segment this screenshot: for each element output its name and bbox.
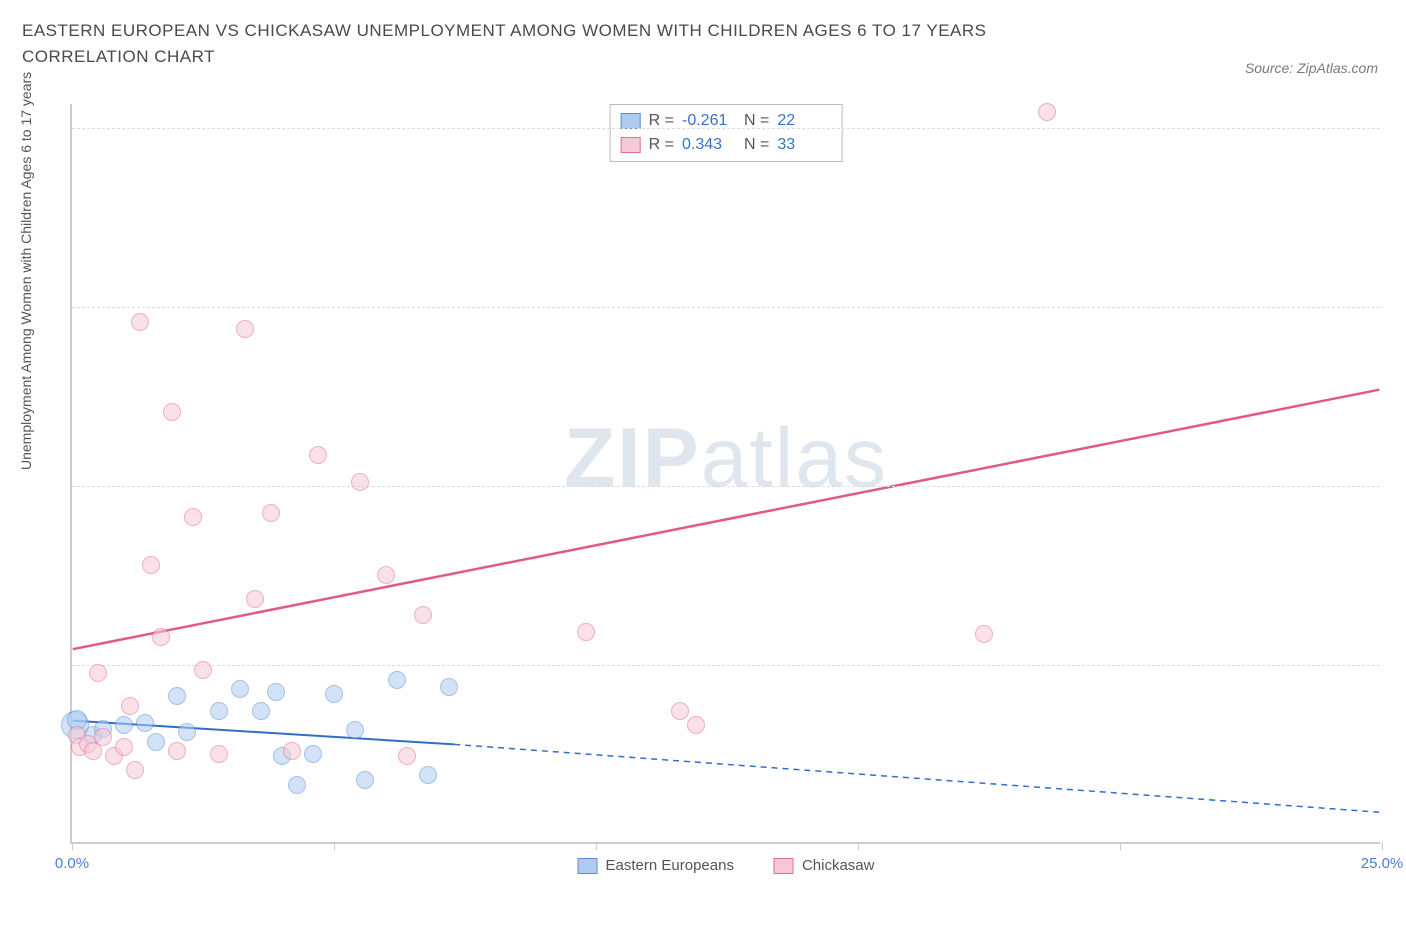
scatter-point — [346, 721, 364, 739]
scatter-plot: ZIPatlas R =-0.261N =22R =0.343N =33 Eas… — [70, 104, 1380, 844]
scatter-point — [147, 733, 165, 751]
scatter-point — [152, 628, 170, 646]
scatter-point — [414, 606, 432, 624]
scatter-point — [178, 723, 196, 741]
x-tick — [1120, 842, 1121, 850]
scatter-point — [115, 716, 133, 734]
trend-line-extrapolated — [454, 744, 1379, 812]
scatter-point — [89, 664, 107, 682]
legend-item: Chickasaw — [774, 857, 875, 874]
scatter-point — [94, 728, 112, 746]
scatter-point — [356, 771, 374, 789]
stat-r-label: R = — [649, 133, 674, 157]
chart-title: EASTERN EUROPEAN VS CHICKASAW UNEMPLOYME… — [22, 18, 1102, 69]
x-tick — [72, 842, 73, 850]
stat-n-value: 33 — [777, 133, 831, 157]
scatter-point — [126, 761, 144, 779]
scatter-point — [671, 702, 689, 720]
legend-item: Eastern Europeans — [578, 857, 734, 874]
y-tick-label: 30.0% — [1390, 477, 1406, 494]
gridline — [72, 307, 1380, 308]
scatter-point — [309, 446, 327, 464]
legend-swatch — [621, 137, 641, 153]
x-tick — [596, 842, 597, 850]
trend-lines — [72, 104, 1380, 842]
x-tick-label: 0.0% — [55, 855, 89, 872]
scatter-point — [142, 556, 160, 574]
source-attribution: Source: ZipAtlas.com — [1245, 60, 1378, 76]
scatter-point — [262, 504, 280, 522]
scatter-point — [252, 702, 270, 720]
scatter-point — [288, 776, 306, 794]
legend-swatch — [774, 858, 794, 874]
scatter-point — [168, 742, 186, 760]
y-tick-label: 45.0% — [1390, 298, 1406, 315]
gridline — [72, 665, 1380, 666]
scatter-point — [194, 661, 212, 679]
scatter-point — [115, 738, 133, 756]
scatter-point — [231, 680, 249, 698]
stats-row: R = -0.261 N = 22 — [621, 109, 832, 133]
scatter-point — [687, 716, 705, 734]
scatter-point — [246, 590, 264, 608]
legend-swatch — [621, 113, 641, 129]
stat-n-label: N = — [744, 109, 769, 133]
scatter-point — [131, 313, 149, 331]
scatter-point — [325, 685, 343, 703]
scatter-point — [419, 766, 437, 784]
x-tick — [1382, 842, 1383, 850]
stat-r-label: R = — [649, 109, 674, 133]
scatter-point — [577, 623, 595, 641]
scatter-point — [236, 320, 254, 338]
scatter-point — [351, 473, 369, 491]
y-axis-label: Unemployment Among Women with Children A… — [18, 72, 34, 470]
scatter-point — [283, 742, 301, 760]
scatter-point — [163, 403, 181, 421]
stat-n-value: 22 — [777, 109, 831, 133]
stats-legend-box: R = -0.261 N = 22 R = 0.343 N = 33 — [610, 104, 843, 162]
scatter-point — [184, 508, 202, 526]
scatter-point — [1038, 103, 1056, 121]
scatter-point — [975, 625, 993, 643]
scatter-point — [267, 683, 285, 701]
scatter-point — [440, 678, 458, 696]
y-tick-label: 15.0% — [1390, 656, 1406, 673]
x-tick-label: 25.0% — [1361, 855, 1404, 872]
stat-r-value: 0.343 — [682, 133, 736, 157]
stat-r-value: -0.261 — [682, 109, 736, 133]
scatter-point — [168, 687, 186, 705]
x-tick — [334, 842, 335, 850]
scatter-point — [210, 745, 228, 763]
x-tick — [858, 842, 859, 850]
scatter-point — [398, 747, 416, 765]
stat-n-label: N = — [744, 133, 769, 157]
legend-swatch — [578, 858, 598, 874]
watermark: ZIPatlas — [564, 410, 888, 507]
scatter-point — [377, 566, 395, 584]
y-tick-label: 60.0% — [1390, 119, 1406, 136]
gridline — [72, 486, 1380, 487]
stats-row: R = 0.343 N = 33 — [621, 133, 832, 157]
scatter-point — [136, 714, 154, 732]
scatter-point — [121, 697, 139, 715]
legend-bottom: Eastern Europeans Chickasaw — [578, 857, 875, 874]
gridline — [72, 128, 1380, 129]
legend-label: Eastern Europeans — [606, 857, 734, 874]
scatter-point — [388, 671, 406, 689]
scatter-point — [304, 745, 322, 763]
legend-label: Chickasaw — [802, 857, 875, 874]
scatter-point — [210, 702, 228, 720]
